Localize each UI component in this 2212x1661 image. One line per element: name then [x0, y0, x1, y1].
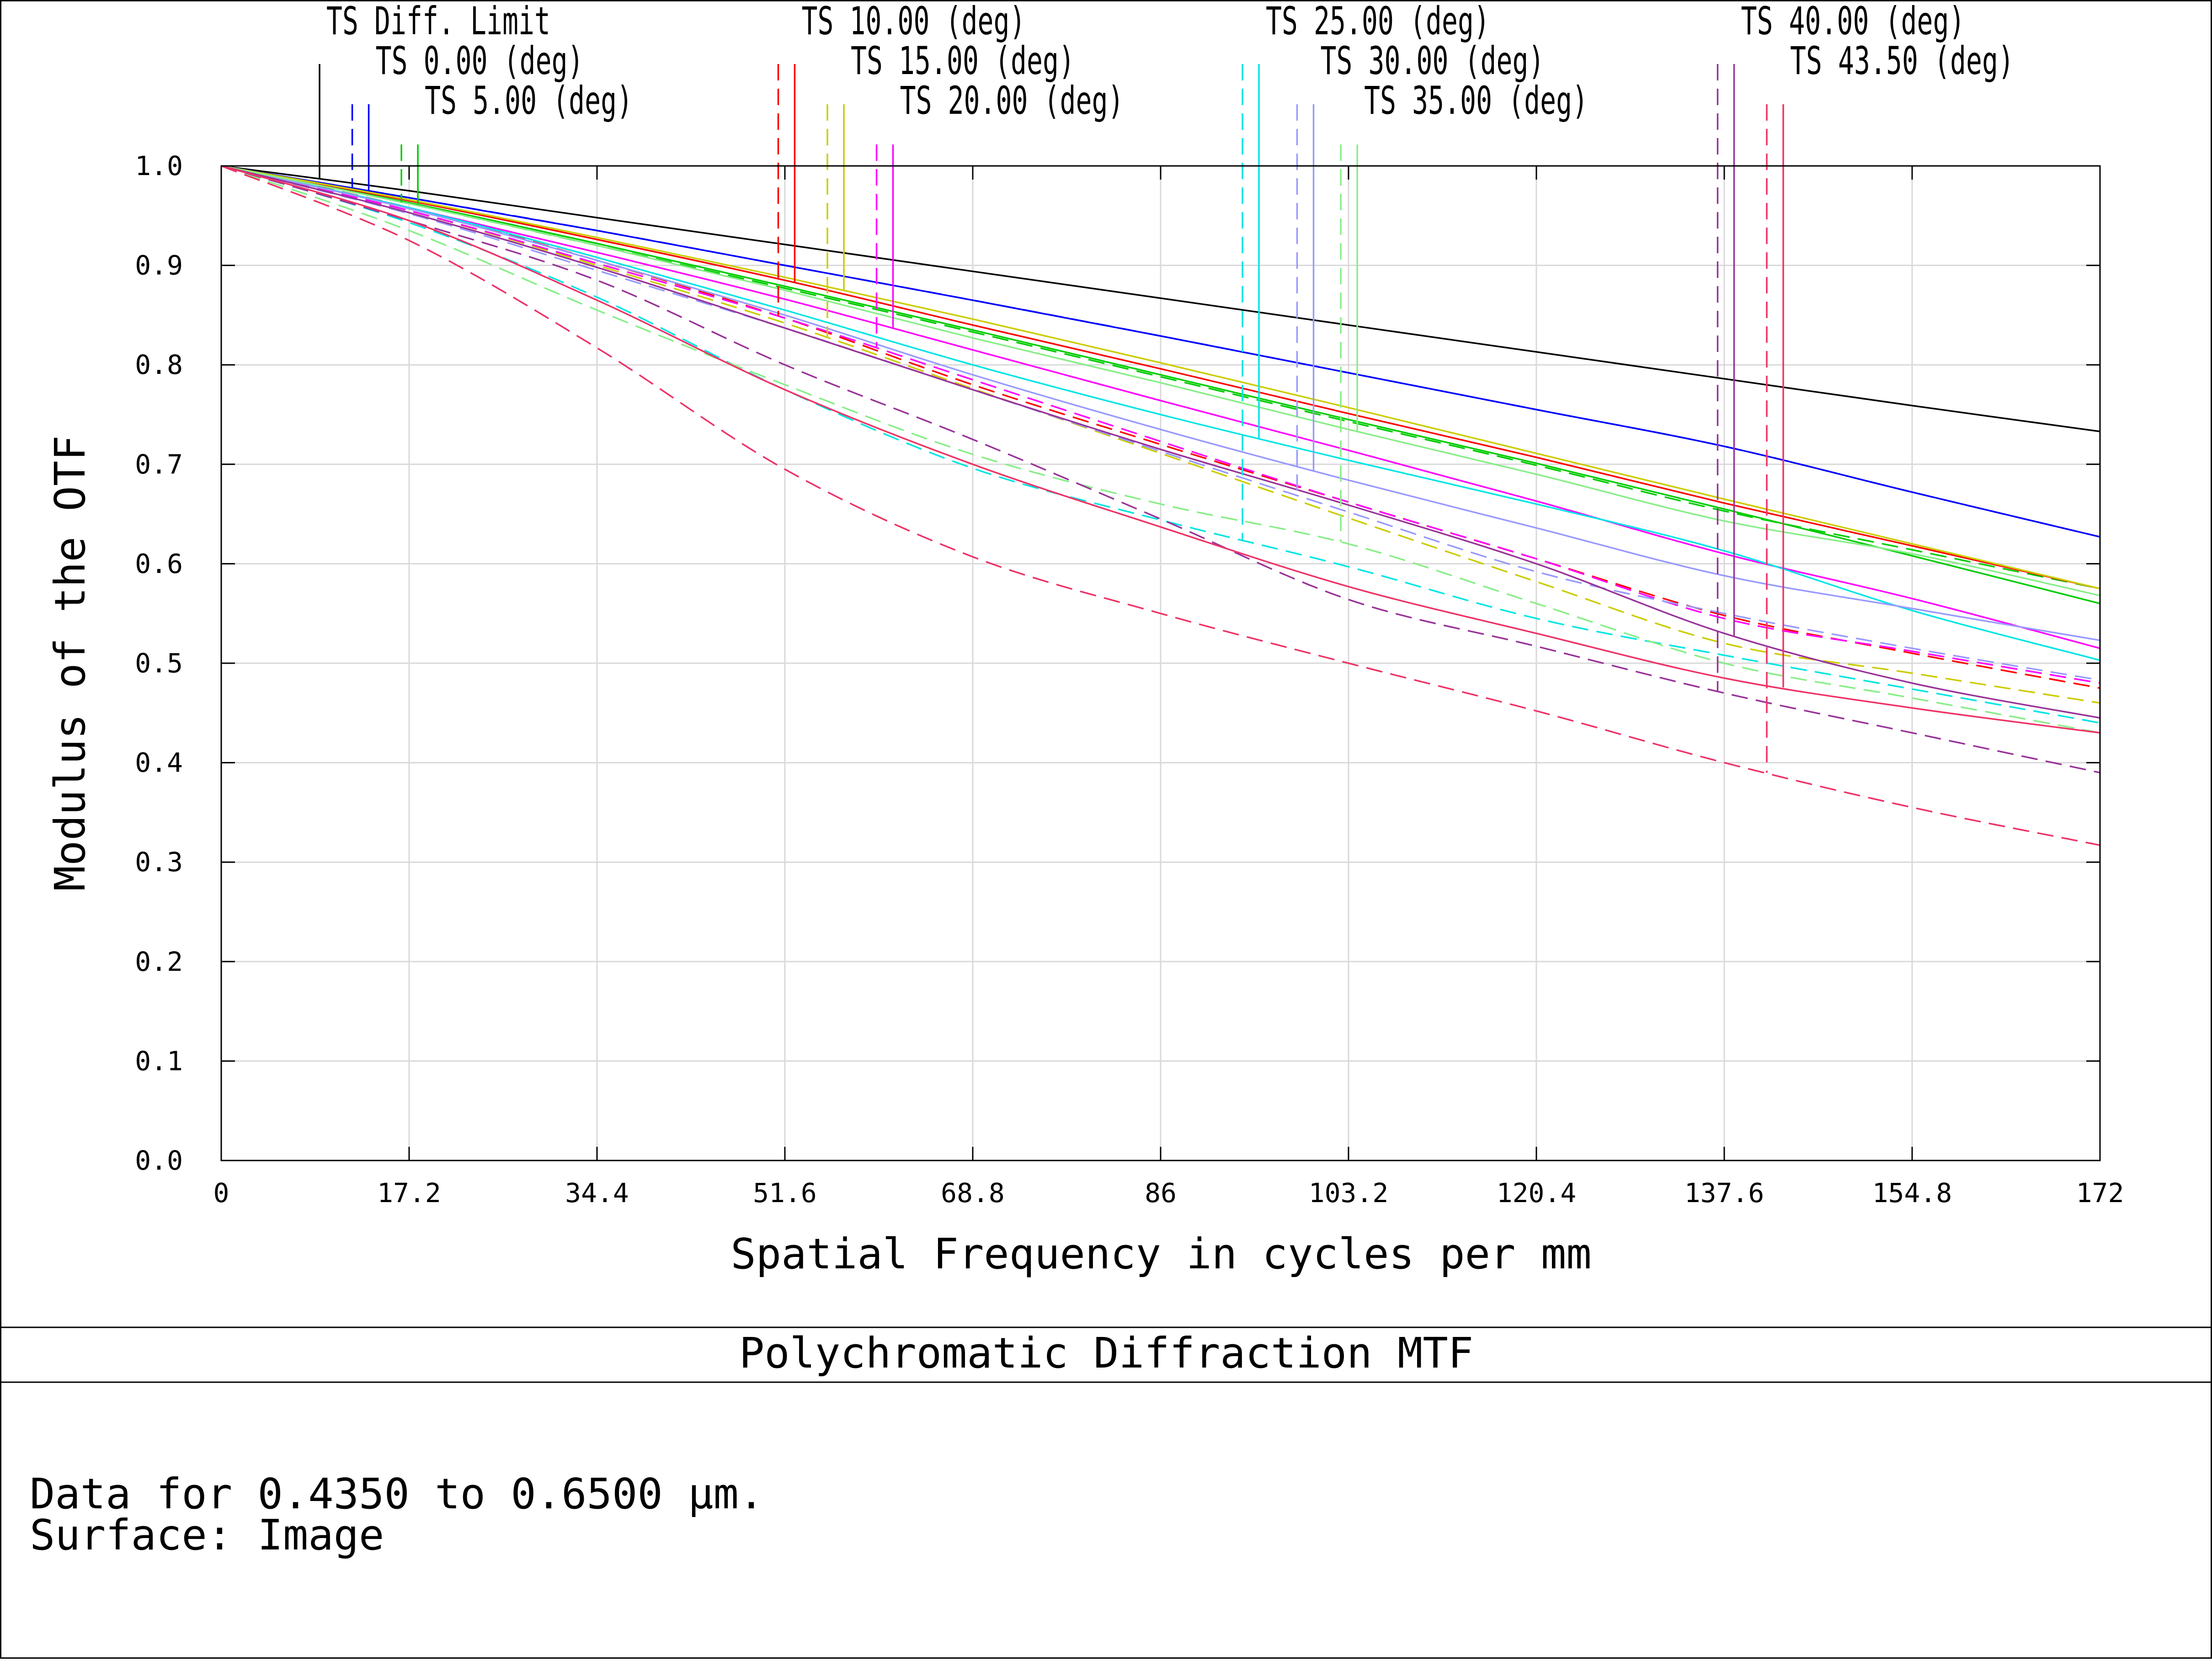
- y-tick-label: 0.1: [135, 1045, 183, 1076]
- y-tick-label: 0.3: [135, 846, 183, 878]
- legend-label-ts-25-00-deg: TS 25.00 (deg): [1266, 0, 1490, 43]
- x-tick-label: 172: [2076, 1177, 2124, 1208]
- x-tick-label: 137.6: [1684, 1177, 1764, 1208]
- legend-markers: [319, 64, 1784, 773]
- series-line-ts-25-00-deg-sagittal: [221, 165, 2100, 724]
- y-tick-label: 0.6: [135, 548, 183, 579]
- x-tick-label: 68.8: [941, 1177, 1005, 1208]
- x-tick-label: 0: [213, 1177, 229, 1208]
- legend-label-ts-43-50-deg: TS 43.50 (deg): [1790, 38, 2014, 83]
- y-tick-label: 0.7: [135, 449, 183, 480]
- chart-title: Polychromatic Diffraction MTF: [739, 1329, 1473, 1378]
- x-axis-label: Spatial Frequency in cycles per mm: [730, 1230, 1591, 1278]
- y-tick-label: 0.9: [135, 250, 183, 281]
- y-tick-label: 0.8: [135, 349, 183, 380]
- y-axis-label: Modulus of the OTF: [46, 436, 95, 891]
- plot-area-border: [220, 165, 2101, 1161]
- series-line-ts-35-00-deg-sagittal: [221, 165, 2100, 734]
- y-tick-label: 0.0: [135, 1145, 183, 1176]
- x-tick-label: 154.8: [1872, 1177, 1952, 1208]
- y-tick-label: 0.5: [135, 648, 183, 679]
- legend-label-ts-40-00-deg: TS 40.00 (deg): [1741, 0, 1965, 43]
- series-line-ts-43-50-deg-sagittal: [221, 165, 2100, 846]
- legend-label-ts-35-00-deg: TS 35.00 (deg): [1364, 78, 1588, 123]
- y-tick-label: 0.4: [135, 747, 183, 778]
- legend-label-ts-5-00-deg: TS 5.00 (deg): [425, 78, 633, 123]
- info-surface: Surface: Image: [30, 1511, 384, 1560]
- legend-label-ts-30-00-deg: TS 30.00 (deg): [1321, 38, 1545, 83]
- info-wavelength: Data for 0.4350 to 0.6500 µm.: [30, 1469, 764, 1518]
- y-tick-label: 1.0: [135, 150, 183, 181]
- tick-labels: 0 17.2 34.4 51.6 68.8 86 103.2 120.4 137.6 154.8 1…: [135, 150, 2124, 1208]
- legend-label-ts-10-00-deg: TS 10.00 (deg): [802, 0, 1026, 43]
- series-line-ts-43-50-deg-tangential: [221, 165, 2100, 734]
- series-line-ts-40-00-deg-sagittal: [221, 165, 2100, 774]
- y-tick-label: 0.2: [135, 946, 183, 977]
- legend-label-ts-15-00-deg: TS 15.00 (deg): [851, 38, 1075, 83]
- x-tick-label: 51.6: [753, 1177, 817, 1208]
- x-tick-label: 103.2: [1309, 1177, 1389, 1208]
- legend-label-ts-20-00-deg: TS 20.00 (deg): [900, 78, 1124, 123]
- x-tick-label: 34.4: [565, 1177, 629, 1208]
- x-tick-label: 86: [1145, 1177, 1177, 1208]
- legend-label-ts-0-00-deg: TS 0.00 (deg): [376, 38, 584, 83]
- x-tick-label: 17.2: [377, 1177, 441, 1208]
- legend-label-ts-diff-limit: TS Diff. Limit: [326, 0, 550, 43]
- x-tick-label: 120.4: [1497, 1177, 1577, 1208]
